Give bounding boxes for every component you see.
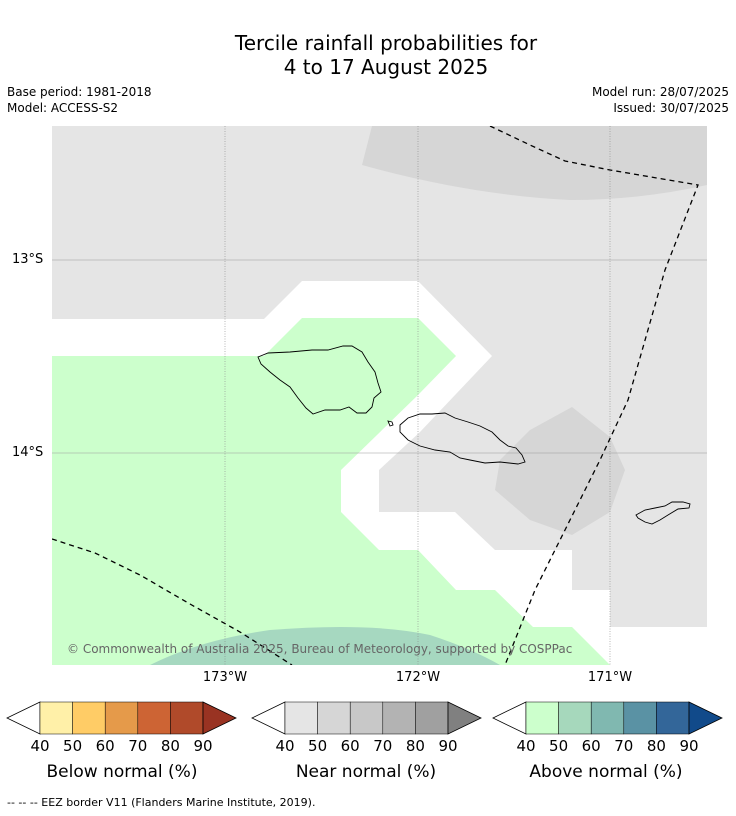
- above-normal-50-region: [150, 626, 500, 665]
- eez-border-east: [489, 126, 699, 665]
- legend-extend-high: [688, 701, 723, 735]
- near-normal-50-top: [362, 126, 707, 200]
- map-area: [52, 126, 707, 665]
- savaii-island: [257, 345, 382, 415]
- issued-date: Issued: 30/07/2025: [613, 101, 729, 115]
- legend-extend-high: [202, 701, 237, 735]
- legend-swatch: [317, 701, 351, 735]
- legend-swatch: [525, 701, 559, 735]
- meta-left: Base period: 1981-2018 Model: ACCESS-S2: [7, 84, 152, 116]
- legend-tick-label: 90: [193, 737, 213, 755]
- eez-footnote: -- -- -- EEZ border V11 (Flanders Marine…: [7, 796, 316, 809]
- legend-swatch: [558, 701, 592, 735]
- legend-label-below: Below normal (%): [46, 762, 198, 782]
- legend-tick-label: 60: [340, 737, 360, 755]
- map-copyright: © Commonwealth of Australia 2025, Bureau…: [67, 642, 572, 656]
- model-name: Model: ACCESS-S2: [7, 101, 119, 115]
- above-normal-40-region: [52, 318, 610, 665]
- legend-swatch: [39, 701, 73, 735]
- legend-swatch: [137, 701, 171, 735]
- near-normal-50-patch: [495, 407, 625, 535]
- model-run: Model run: 28/07/2025: [591, 85, 729, 99]
- legend-extend-low: [6, 701, 41, 735]
- legend-label-near: Near normal (%): [295, 762, 437, 782]
- legend-tick-label: 80: [405, 737, 425, 755]
- legend-near-normal: [251, 701, 482, 735]
- legend-tick-label: 90: [679, 737, 699, 755]
- legend-tick-label: 60: [95, 737, 115, 755]
- upolu-island: [399, 412, 526, 465]
- legend-swatch: [349, 701, 384, 735]
- legend-swatch: [72, 701, 106, 735]
- legend-tick-label: 80: [160, 737, 180, 755]
- lon-label-172w: 172°W: [395, 670, 441, 685]
- legend-swatch: [623, 701, 657, 735]
- legend-above-normal: [492, 701, 723, 735]
- legend-tick-label: 40: [516, 737, 536, 755]
- lon-label-173w: 173°W: [202, 670, 248, 685]
- legend-extend-low: [251, 701, 286, 735]
- legend-tick-label: 40: [275, 737, 295, 755]
- lat-label-14s: 14°S: [12, 445, 44, 460]
- legend-tick-label: 90: [438, 737, 458, 755]
- meta-right: Model run: 28/07/2025 Issued: 30/07/2025: [592, 84, 729, 116]
- legend-tick-label: 50: [549, 737, 569, 755]
- legend-extend-low: [492, 701, 527, 735]
- manono-island: [387, 420, 394, 427]
- legend-swatch: [382, 701, 416, 735]
- legend-swatch: [656, 701, 690, 735]
- lat-label-13s: 13°S: [12, 252, 44, 267]
- legend-tick-label: 70: [128, 737, 148, 755]
- legend-tick-label: 50: [308, 737, 328, 755]
- legend-tick-label: 60: [581, 737, 601, 755]
- legend-extend-high: [447, 701, 482, 735]
- legend-swatch: [284, 701, 318, 735]
- legend-swatch: [590, 701, 625, 735]
- legend-label-above: Above normal (%): [529, 762, 683, 782]
- tutuila-island: [635, 501, 691, 525]
- legend-tick-label: 50: [63, 737, 83, 755]
- lon-label-171w: 171°W: [587, 670, 633, 685]
- eez-border-west: [52, 538, 293, 665]
- legend-swatch: [170, 701, 204, 735]
- legend-tick-label: 70: [614, 737, 634, 755]
- chart-title: Tercile rainfall probabilities for 4 to …: [0, 31, 736, 79]
- legend-swatch: [415, 701, 449, 735]
- legend-below-normal: [6, 701, 237, 735]
- map-canvas: © Commonwealth of Australia 2025, Bureau…: [52, 126, 707, 665]
- title-line-2: 4 to 17 August 2025: [283, 55, 489, 79]
- legend-tick-label: 70: [373, 737, 393, 755]
- legend-swatch: [104, 701, 139, 735]
- legend-tick-label: 40: [30, 737, 50, 755]
- base-period: Base period: 1981-2018: [7, 85, 152, 99]
- legend-tick-label: 80: [646, 737, 666, 755]
- title-line-1: Tercile rainfall probabilities for: [234, 31, 538, 55]
